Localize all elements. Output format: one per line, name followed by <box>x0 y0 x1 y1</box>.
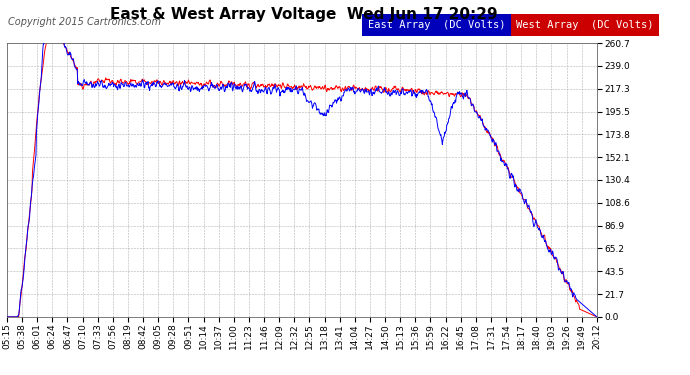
Text: Copyright 2015 Cartronics.com: Copyright 2015 Cartronics.com <box>8 17 161 27</box>
Text: East Array  (DC Volts): East Array (DC Volts) <box>368 20 505 30</box>
Text: West Array  (DC Volts): West Array (DC Volts) <box>516 20 653 30</box>
Text: East & West Array Voltage  Wed Jun 17 20:29: East & West Array Voltage Wed Jun 17 20:… <box>110 7 497 22</box>
